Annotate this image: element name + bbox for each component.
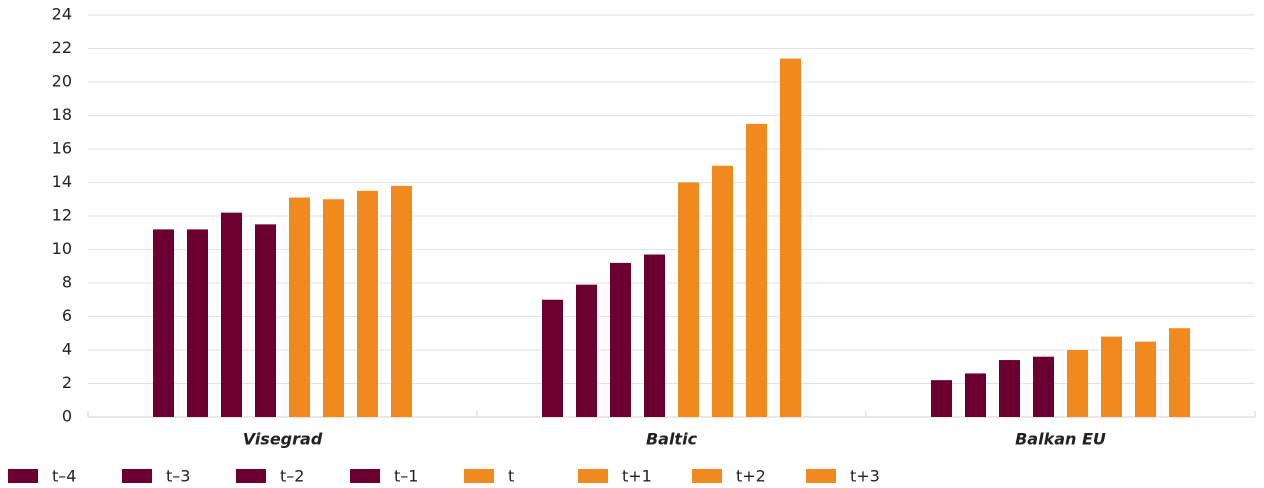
y-tick-label: 8 [62, 273, 72, 292]
bar [965, 373, 986, 417]
bar [1067, 350, 1088, 417]
x-tick-label: Baltic [646, 430, 698, 449]
bar [931, 380, 952, 417]
bar [542, 299, 563, 417]
x-tick-label: Balkan EU [1015, 430, 1106, 449]
legend-swatch [122, 469, 152, 483]
y-tick-label: 18 [52, 105, 72, 124]
y-tick-label: 22 [52, 38, 72, 57]
y-tick-label: 4 [62, 340, 72, 359]
legend-label: t+3 [850, 467, 880, 486]
x-tick-label: Visegrad [243, 430, 323, 449]
bar [357, 190, 378, 417]
y-tick-label: 10 [52, 239, 72, 258]
bar [1033, 356, 1054, 417]
legend-swatch [578, 469, 608, 483]
bar [187, 229, 208, 417]
bar [610, 262, 631, 417]
bar [255, 224, 276, 417]
bar [1101, 336, 1122, 417]
bar [289, 197, 310, 417]
bar [678, 182, 699, 417]
bar [712, 165, 733, 417]
bar [780, 58, 801, 418]
legend-swatch [8, 469, 38, 483]
legend-swatch [806, 469, 836, 483]
bar [1135, 341, 1156, 417]
legend-label: t–2 [280, 467, 304, 486]
legend-swatch [350, 469, 380, 483]
bar [746, 123, 767, 417]
bar [153, 229, 174, 417]
legend-swatch [692, 469, 722, 483]
legend-label: t–1 [394, 467, 418, 486]
y-tick-label: 0 [62, 407, 72, 426]
bar [576, 284, 597, 417]
legend-label: t [508, 467, 514, 486]
bar [221, 212, 242, 417]
legend-label: t–4 [52, 467, 76, 486]
bar [999, 360, 1020, 417]
legend-swatch [236, 469, 266, 483]
y-tick-label: 24 [52, 5, 72, 24]
y-tick-label: 6 [62, 306, 72, 325]
bar [644, 254, 665, 417]
legend-swatch [464, 469, 494, 483]
bar [391, 185, 412, 417]
y-tick-label: 16 [52, 139, 72, 158]
y-tick-label: 12 [52, 206, 72, 225]
legend-label: t+1 [622, 467, 652, 486]
y-tick-label: 20 [52, 72, 72, 91]
bar [1169, 328, 1190, 417]
bar [323, 199, 344, 417]
y-tick-label: 14 [52, 172, 72, 191]
legend-label: t–3 [166, 467, 190, 486]
y-tick-label: 2 [62, 373, 72, 392]
legend-label: t+2 [736, 467, 766, 486]
